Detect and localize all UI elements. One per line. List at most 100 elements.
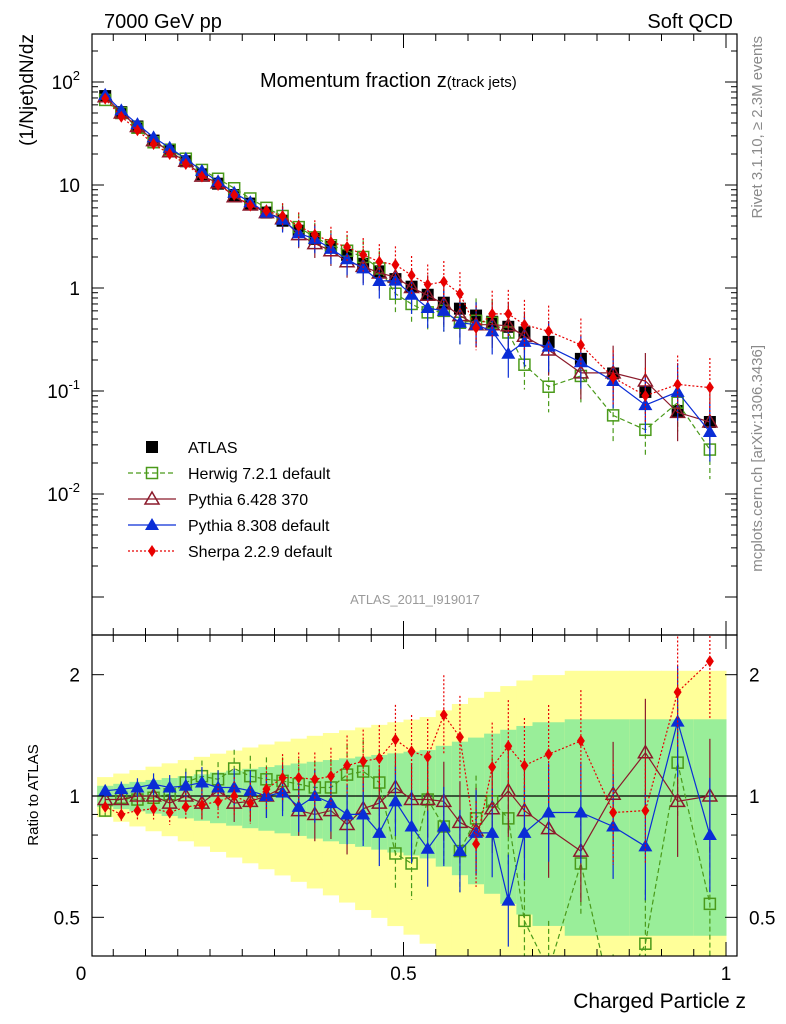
ratio-point [520,759,529,772]
ratio-point [113,791,130,806]
series-atlas [99,90,716,429]
data-point [130,117,145,130]
data-point [162,140,177,153]
ratio-point [323,796,338,809]
series-line [104,99,711,450]
ratio-point [388,794,403,807]
ratio-point [439,708,448,721]
ratio-point [211,780,226,793]
ratio-tick-label-left: 2 [69,666,80,687]
ratio-point [278,771,287,784]
y-tick-label: 1 [69,279,80,300]
ratio-point [500,782,517,797]
x-tick-label: 0 [76,964,87,985]
data-point [501,346,516,359]
ratio-tick-label-right: 0.5 [749,908,775,929]
legend-marker [148,545,156,557]
ratio-point [307,789,322,801]
ratio-point [294,771,303,784]
data-point [702,424,717,437]
data-point [573,355,588,368]
ratio-point [145,787,162,802]
ratio-point [472,838,481,851]
data-point [420,300,435,313]
ratio-series-sherpa-2-2-9-default [101,635,714,887]
ratio-point [420,841,435,854]
ratio-point [423,750,432,763]
header-right: Soft QCD [647,11,733,33]
data-point [278,210,287,223]
ratio-point [129,787,146,802]
legend-label: Herwig 7.2.1 default [188,466,331,483]
data-point [472,321,481,334]
ratio-point [230,790,239,802]
ratio-point [130,780,145,793]
series-line [104,98,710,397]
legend-label: Pythia 6.428 370 [188,492,308,509]
ratio-point [673,686,682,699]
series-pythia-6-428-370 [96,88,719,452]
ratio-point [372,825,387,838]
data-point [310,228,319,241]
ratio-point [504,740,513,753]
legend-label: Pythia 8.308 default [188,518,330,535]
data-point [343,241,352,254]
data-point [359,248,368,261]
title-main: Momentum fraction z(track jets) [260,70,517,92]
ratio-tick-label-right: 2 [749,666,760,687]
y-tick-label: 102 [52,68,80,94]
data-point [114,103,129,116]
series-sherpa-2-2-9-default [101,92,714,424]
data-point [705,381,714,394]
ratio-point [225,794,243,809]
data-point [375,255,384,268]
data-point [117,110,126,123]
data-point [423,278,432,291]
data-point [488,307,497,320]
data-point [214,179,223,191]
data-point [504,307,513,320]
data-point [194,163,209,176]
ratio-axis-label: Ratio to ATLAS [25,744,42,845]
ratio-point [469,825,484,838]
ratio-point [703,897,717,911]
data-point [262,204,271,217]
legend-marker [146,441,158,453]
data-point [606,409,620,422]
data-point [485,324,500,337]
ratio-tick-label-left: 1 [69,787,80,808]
data-point [452,315,467,328]
data-point [576,338,585,351]
x-tick-label: 1 [721,964,732,985]
data-point [146,130,161,143]
header-left: 7000 GeV pp [104,11,222,33]
ratio-point [518,914,531,928]
ratio-point [389,847,402,860]
ratio-point [114,782,129,795]
data-point [455,287,464,300]
legend-marker [145,518,159,530]
data-point [391,258,400,271]
ratio-point [544,748,553,761]
ratio-point [98,783,113,796]
data-point [541,339,556,352]
ratio-point [669,792,686,808]
ratio-tick-label-right: 1 [749,787,760,808]
legend-label: ATLAS [188,440,238,457]
legend-marker [143,490,161,505]
ratio-point [101,800,110,813]
ratio-point [576,734,585,747]
x-axis-label: Charged Particle z [573,990,746,1013]
data-point [133,124,142,137]
ratio-point [391,733,400,746]
ratio-point [641,804,650,817]
data-point [641,389,650,402]
ratio-point [165,806,174,819]
ratio-point [359,755,368,768]
main-series-group [96,87,719,480]
ratio-point [162,780,177,793]
ratio-point [194,775,209,788]
ratio-series-pythia-8-308-default [98,665,717,947]
series-pythia-8-308-default [98,87,717,462]
